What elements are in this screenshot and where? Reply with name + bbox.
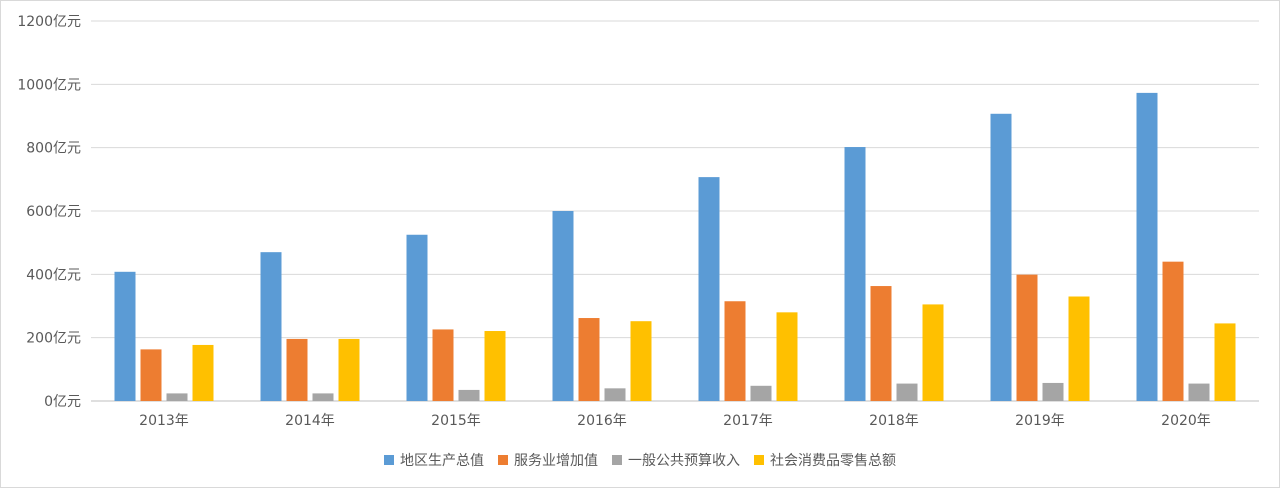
bar — [114, 271, 136, 401]
bar — [458, 389, 480, 401]
legend-label: 服务业增加值 — [514, 453, 598, 469]
bar — [312, 393, 334, 401]
bar — [286, 338, 308, 401]
legend-item: 服务业增加值 — [498, 450, 598, 470]
y-tick-label: 400亿元 — [26, 267, 81, 283]
bar — [896, 383, 918, 401]
bar — [192, 344, 214, 401]
bar — [1214, 323, 1236, 401]
bar — [844, 147, 866, 401]
x-tick-label: 2017年 — [723, 413, 773, 429]
legend-swatch — [384, 455, 394, 465]
legend-swatch — [612, 455, 622, 465]
bar — [166, 393, 188, 401]
x-tick-label: 2020年 — [1161, 413, 1211, 429]
y-tick-label: 600亿元 — [26, 204, 81, 220]
bar — [1042, 382, 1064, 401]
y-tick-label: 800亿元 — [26, 141, 81, 157]
x-tick-label: 2013年 — [139, 413, 189, 429]
bar — [698, 177, 720, 401]
bar — [552, 211, 574, 401]
y-tick-label: 1200亿元 — [17, 14, 81, 30]
legend-item: 一般公共预算收入 — [612, 450, 740, 470]
bar-chart: 0亿元 200亿元 400亿元 600亿元 800亿元 1000亿元 1200亿元 2013年… — [17, 14, 1259, 429]
bar — [406, 234, 428, 401]
bar — [990, 113, 1012, 402]
legend-swatch — [754, 455, 764, 465]
x-tick-label: 2016年 — [577, 413, 627, 429]
bar — [260, 252, 282, 401]
bar — [140, 349, 162, 401]
bar — [1162, 261, 1184, 401]
legend-item: 地区生产总值 — [384, 450, 484, 470]
x-tick-label: 2018年 — [869, 413, 919, 429]
y-tick-label: 0亿元 — [44, 394, 81, 410]
x-tick-label: 2014年 — [285, 413, 335, 429]
bar — [630, 321, 652, 401]
bar — [338, 338, 360, 401]
legend-swatch — [498, 455, 508, 465]
bar — [1068, 296, 1090, 401]
bar — [432, 329, 454, 401]
bar — [1136, 92, 1158, 401]
legend-label: 地区生产总值 — [400, 453, 484, 469]
bar — [1016, 274, 1038, 401]
legend-label: 社会消费品零售总额 — [770, 453, 896, 469]
y-tick-label: 1000亿元 — [17, 77, 81, 93]
bar — [776, 312, 798, 401]
bar — [870, 286, 892, 401]
bar — [724, 301, 746, 401]
legend-label: 一般公共预算收入 — [628, 453, 740, 469]
bar — [484, 331, 506, 401]
x-tick-label: 2015年 — [431, 413, 481, 429]
bar — [750, 385, 772, 401]
bar — [578, 318, 600, 401]
x-tick-label: 2019年 — [1015, 413, 1065, 429]
chart-legend: 地区生产总值 服务业增加值 一般公共预算收入 社会消费品零售总额 — [0, 450, 1280, 470]
bar — [922, 304, 944, 401]
bar — [1188, 383, 1210, 401]
bar — [604, 388, 626, 401]
legend-item: 社会消费品零售总额 — [754, 450, 896, 470]
y-tick-label: 200亿元 — [26, 331, 81, 347]
